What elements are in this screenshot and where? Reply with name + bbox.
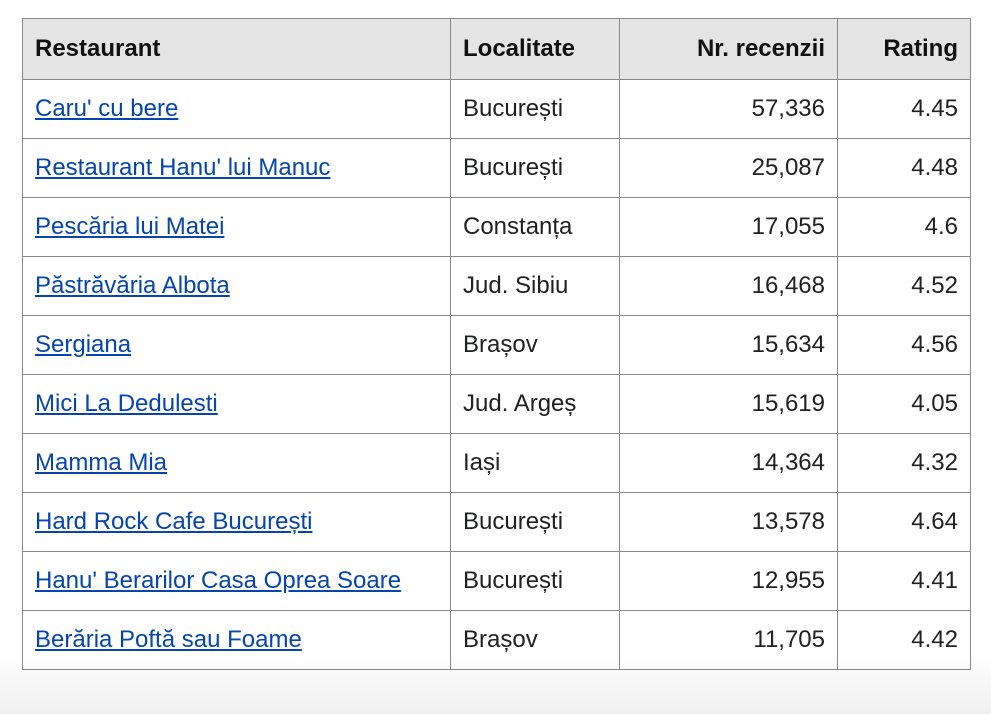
header-localitate[interactable]: Localitate [450,18,620,80]
localitate-cell: București [450,492,620,552]
recenzii-cell: 57,336 [619,79,838,139]
rating-cell: 4.48 [837,138,971,198]
table-row: Caru' cu bere București 57,336 4.45 [22,79,971,139]
localitate-cell: Iași [450,433,620,493]
localitate-cell: Jud. Argeș [450,374,620,434]
recenzii-cell: 14,364 [619,433,838,493]
table-row: Hanu' Berarilor Casa Oprea Soare Bucureșt… [22,551,971,611]
recenzii-cell: 17,055 [619,197,838,257]
localitate-cell: Brașov [450,315,620,375]
table-row: Restaurant Hanu' lui Manuc București 25,08… [22,138,971,198]
rating-cell: 4.45 [837,79,971,139]
rating-cell: 4.56 [837,315,971,375]
restaurant-cell: Hanu' Berarilor Casa Oprea Soare [22,551,451,611]
localitate-cell: Brașov [450,610,620,670]
table-row: Păstrăvăria Albota Jud. Sibiu 16,468 4.52 [22,256,971,316]
header-row: Restaurant Localitate Nr. recenzii Ratin… [22,18,971,80]
table-row: Berăria Poftă sau Foame Brașov 11,705 4.42 [22,610,971,670]
restaurant-cell: Restaurant Hanu' lui Manuc [22,138,451,198]
restaurant-cell: Pescăria lui Matei [22,197,451,257]
restaurant-cell: Sergiana [22,315,451,375]
recenzii-cell: 25,087 [619,138,838,198]
table-row: Pescăria lui Matei Constanța 17,055 4.6 [22,197,971,257]
restaurant-link[interactable]: Mamma Mia [35,449,168,476]
localitate-cell: Jud. Sibiu [450,256,620,316]
rating-cell: 4.42 [837,610,971,670]
rating-cell: 4.32 [837,433,971,493]
recenzii-cell: 12,955 [619,551,838,611]
recenzii-cell: 13,578 [619,492,838,552]
table-row: Hard Rock Cafe București București 13,578 4… [22,492,971,552]
rating-cell: 4.41 [837,551,971,611]
recenzii-cell: 11,705 [619,610,838,670]
recenzii-cell: 15,619 [619,374,838,434]
header-recenzii[interactable]: Nr. recenzii [619,18,838,80]
restaurant-cell: Berăria Poftă sau Foame [22,610,451,670]
restaurant-cell: Păstrăvăria Albota [22,256,451,316]
localitate-cell: București [450,551,620,611]
restaurant-link[interactable]: Berăria Poftă sau Foame [35,626,302,653]
rating-cell: 4.64 [837,492,971,552]
restaurant-cell: Hard Rock Cafe București [22,492,451,552]
table-row: Mici La Dedulesti Jud. Argeș 15,619 4.05 [22,374,971,434]
header-restaurant[interactable]: Restaurant [22,18,451,80]
rating-cell: 4.05 [837,374,971,434]
header-rating[interactable]: Rating [837,18,971,80]
rating-cell: 4.52 [837,256,971,316]
recenzii-cell: 16,468 [619,256,838,316]
table-row: Sergiana Brașov 15,634 4.56 [22,315,971,375]
restaurant-cell: Mamma Mia [22,433,451,493]
restaurant-link[interactable]: Mici La Dedulesti [35,390,218,417]
rating-cell: 4.6 [837,197,971,257]
restaurant-link[interactable]: Sergiana [35,331,132,358]
restaurant-link[interactable]: Hard Rock Cafe București [35,508,313,535]
restaurant-link[interactable]: Păstrăvăria Albota [35,272,230,299]
localitate-cell: București [450,138,620,198]
table-row: Mamma Mia Iași 14,364 4.32 [22,433,971,493]
restaurants-table: Restaurant Localitate Nr. recenzii Ratin… [22,18,971,670]
restaurant-cell: Caru' cu bere [22,79,451,139]
restaurant-link[interactable]: Restaurant Hanu' lui Manuc [35,154,331,181]
restaurant-link[interactable]: Pescăria lui Matei [35,213,225,240]
recenzii-cell: 15,634 [619,315,838,375]
restaurant-link[interactable]: Caru' cu bere [35,95,179,122]
localitate-cell: Constanța [450,197,620,257]
restaurant-link[interactable]: Hanu' Berarilor Casa Oprea Soare [35,567,402,594]
restaurant-cell: Mici La Dedulesti [22,374,451,434]
localitate-cell: București [450,79,620,139]
